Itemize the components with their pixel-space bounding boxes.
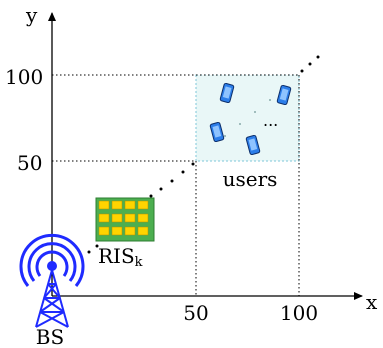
x-tick-label: 100 (280, 301, 318, 325)
y-tick-label: 100 (5, 65, 43, 89)
ris-label: RISk (98, 244, 143, 270)
bs-tower-icon (19, 233, 85, 328)
x-tick-label: 50 (183, 301, 208, 325)
guide-lines (52, 74, 300, 296)
ris-label-main: RIS (98, 244, 135, 268)
ris-label-subscript: k (135, 255, 143, 270)
phone-icon (245, 134, 261, 156)
phone-icon (219, 82, 235, 104)
users-ellipsis: ... (263, 111, 278, 130)
bs-label: BS (36, 325, 64, 348)
phone-icon (276, 84, 292, 106)
y-axis-label: y (25, 3, 38, 27)
users-label: users (223, 167, 278, 191)
y-tick-label: 50 (17, 151, 42, 175)
diagonal-path (87, 55, 320, 254)
x-axis-label: x (366, 290, 378, 314)
phone-icon (209, 121, 225, 143)
ris-panel (95, 197, 155, 242)
